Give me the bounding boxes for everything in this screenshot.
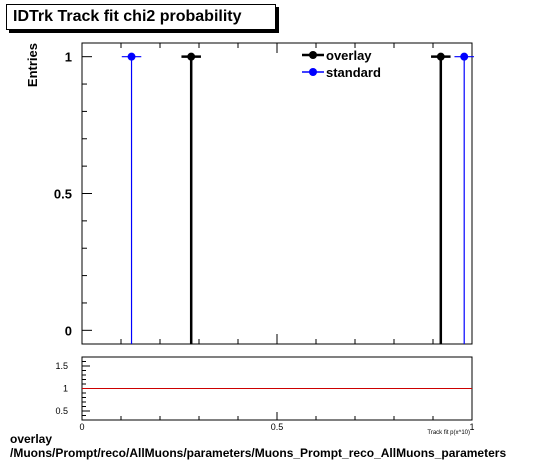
caption-line-2: /Muons/Prompt/reco/AllMuons/parameters/M… xyxy=(10,446,507,460)
ratio-x-tick-label: 1 xyxy=(469,422,474,432)
main-y-tick-label: 0.5 xyxy=(54,187,72,202)
legend-overlay-marker xyxy=(309,51,317,59)
main-y-tick-label: 0 xyxy=(65,323,72,338)
main-y-tick-label: 1 xyxy=(65,50,72,65)
legend-overlay-label: overlay xyxy=(326,48,372,63)
ratio-y-tick-label: 1.5 xyxy=(55,361,68,371)
legend-standard-label: standard xyxy=(326,65,381,80)
overlay-marker xyxy=(436,52,445,61)
ratio-x-tick-label: 0.5 xyxy=(271,422,284,432)
standard-marker xyxy=(460,52,469,61)
chart-title: IDTrk Track fit chi2 probability xyxy=(13,8,242,25)
standard-marker xyxy=(127,52,136,61)
caption-line-1: overlay xyxy=(10,432,53,446)
ratio-x-axis-label: Track fit p(x^10) xyxy=(427,430,470,436)
ratio-y-tick-label: 0.5 xyxy=(55,406,68,416)
main-plot-frame xyxy=(81,42,473,345)
legend-standard-marker xyxy=(309,68,317,76)
chart-title-box: IDTrk Track fit chi2 probability xyxy=(6,4,276,30)
ratio-x-tick-label: 0 xyxy=(79,422,84,432)
overlay-marker xyxy=(187,52,196,61)
ratio-y-tick-label: 1 xyxy=(63,384,68,394)
main-y-axis-label: Entries xyxy=(25,43,40,87)
